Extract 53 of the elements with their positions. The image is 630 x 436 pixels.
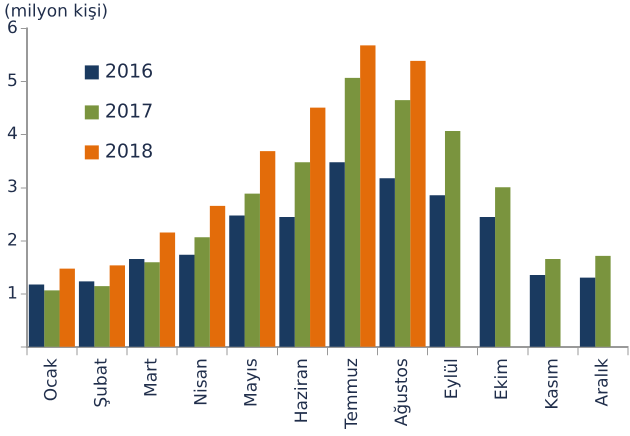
- bar: [260, 151, 276, 347]
- bar: [294, 162, 310, 347]
- y-tick-label: 6: [6, 18, 18, 38]
- bar: [394, 100, 410, 347]
- bar: [244, 194, 260, 347]
- bar: [530, 274, 546, 347]
- legend-label: 2018: [104, 140, 154, 162]
- x-tick-label: Haziran: [292, 358, 312, 424]
- x-tick-label: Mart: [141, 358, 162, 397]
- bar: [110, 265, 126, 347]
- bar: [94, 286, 110, 347]
- x-tick-label: Ağustos: [392, 358, 412, 426]
- bar: [480, 217, 496, 347]
- x-tick-label: Temmuz: [342, 358, 362, 430]
- x-tick-label: Kasım: [542, 358, 562, 410]
- legend-label: 2017: [104, 100, 154, 122]
- bar: [28, 284, 44, 347]
- bar: [380, 178, 395, 347]
- bar: [444, 130, 460, 347]
- bar: [210, 206, 226, 347]
- bar: [430, 195, 445, 347]
- bar: [60, 268, 75, 347]
- y-tick-label: 2: [6, 230, 18, 250]
- x-tick-label: Mayıs: [242, 358, 262, 407]
- y-tick-label: 4: [6, 124, 18, 144]
- y-tick-label: 3: [6, 177, 18, 198]
- bar: [78, 281, 94, 347]
- bar: [160, 232, 176, 347]
- bar: [310, 108, 326, 347]
- x-tick-label: Şubat: [91, 358, 112, 408]
- bar: [495, 187, 510, 347]
- x-tick-label: Nisan: [192, 358, 212, 406]
- bar: [595, 256, 611, 347]
- bar: [129, 259, 144, 347]
- bar: [410, 60, 426, 347]
- bar: [329, 162, 345, 347]
- bar: [580, 278, 596, 347]
- x-tick-label: Ekim: [492, 358, 512, 400]
- y-tick-label: 5: [6, 70, 18, 91]
- bar: [344, 78, 360, 347]
- legend-label: 2016: [104, 60, 154, 82]
- x-tick-label: Ocak: [41, 358, 62, 402]
- bar: [144, 262, 160, 347]
- bar: [279, 217, 295, 347]
- bar: [545, 259, 561, 347]
- x-tick-label: Eylül: [442, 358, 462, 400]
- bar: [44, 290, 60, 347]
- bar: [229, 215, 245, 347]
- bar: [194, 237, 210, 347]
- x-tick-label: Aralık: [592, 358, 612, 407]
- bar: [179, 254, 194, 347]
- y-tick-label: 1: [6, 284, 18, 304]
- bar: [360, 45, 376, 347]
